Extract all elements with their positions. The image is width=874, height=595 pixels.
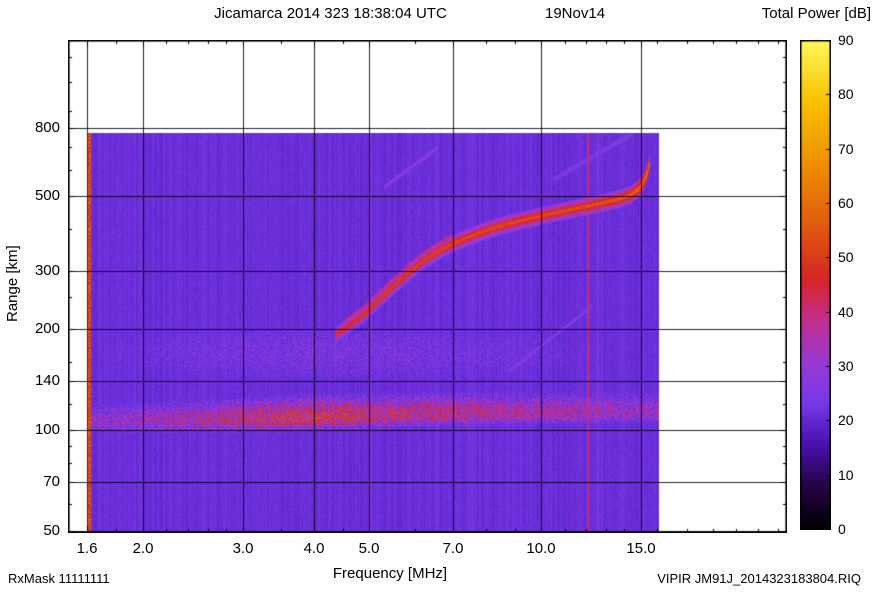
x-tick-label: 15.0 — [626, 540, 656, 557]
y-axis-label: Range [km] — [4, 245, 21, 322]
y-tick-label: 300 — [34, 262, 60, 279]
x-tick-label: 5.0 — [358, 540, 380, 557]
y-tick-label: 70 — [43, 473, 60, 490]
colorbar-canvas — [800, 40, 831, 530]
colorbar-tick-label: 50 — [838, 249, 854, 265]
colorbar-tick-label: 70 — [838, 141, 854, 157]
colorbar-tick-label: 30 — [838, 358, 854, 374]
ionogram-heatmap-canvas — [68, 40, 787, 533]
y-tick-label: 100 — [34, 421, 60, 438]
x-tick-label: 7.0 — [442, 540, 464, 557]
x-tick-label: 2.0 — [132, 540, 154, 557]
colorbar-tick-label: 10 — [838, 467, 854, 483]
x-tick-label: 1.6 — [76, 540, 98, 557]
x-axis-label: Frequency [MHz] — [332, 565, 448, 582]
x-tick-label: 10.0 — [526, 540, 556, 557]
filename-label: VIPIR JM91J_2014323183804.RIQ — [657, 571, 861, 586]
y-tick-label: 140 — [34, 372, 60, 389]
colorbar-tick-label: 90 — [838, 32, 854, 48]
plot-title: Jicamarca 2014 323 18:38:04 UTC — [214, 5, 447, 22]
plot-date: 19Nov14 — [545, 5, 606, 22]
colorbar-tick-label: 60 — [838, 195, 854, 211]
y-tick-label: 50 — [43, 522, 60, 539]
colorbar-tick-label: 0 — [838, 521, 846, 537]
y-tick-label: 200 — [34, 320, 60, 337]
colorbar-tick-label: 20 — [838, 412, 854, 428]
x-tick-label: 3.0 — [232, 540, 254, 557]
colorbar-title: Total Power [dB] — [761, 5, 871, 22]
colorbar-tick-label: 80 — [838, 86, 854, 102]
x-tick-label: 4.0 — [303, 540, 325, 557]
y-tick-label: 800 — [34, 119, 60, 136]
y-tick-label: 500 — [34, 187, 60, 204]
rxmask-label: RxMask 11111111 — [8, 571, 110, 586]
colorbar-tick-label: 40 — [838, 304, 854, 320]
